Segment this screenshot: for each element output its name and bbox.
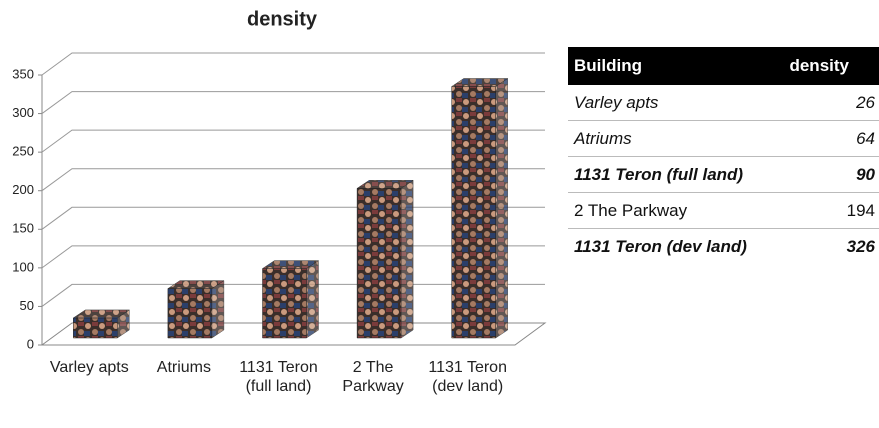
y-tick-label: 150 [12,221,34,236]
density-cell: 326 [846,236,875,256]
density-cell: 26 [856,92,875,112]
bar [167,280,225,339]
bar-top [356,180,414,189]
density-cell: 64 [856,128,875,148]
density-cell: 90 [856,164,875,184]
bar-side [400,179,414,339]
table-row: Varley apts 26 [568,85,879,121]
bar-front [167,288,213,339]
building-cell: 1131 Teron (full land) [574,164,744,184]
building-cell: Atriums [574,128,632,148]
bar [72,309,131,339]
bar-front [356,188,402,339]
bar [356,179,414,339]
bar-top [167,280,225,289]
y-tick-label: 250 [12,144,34,159]
y-tick-label: 200 [12,182,34,197]
bar-front [73,317,118,339]
x-tick-label: 2 The Parkway [342,359,404,395]
header-cell: Building [574,56,642,75]
grid-line [41,168,545,192]
y-tick-label: 50 [20,298,34,313]
building-cell: Varley apts [574,92,659,112]
table-header: Building density [568,47,879,85]
bar-front [262,268,307,339]
chart-title: density [247,8,318,30]
y-tick-label: 0 [27,336,34,351]
header-cell: density [789,56,849,75]
bar-front [451,86,496,339]
chart: density 0 50 100 150 200 250 300 350 [12,8,547,351]
x-tick-label: 1131 Teron (full land) [239,359,318,395]
y-tick-label: 100 [12,259,34,274]
x-tick-label: Atriums [156,359,211,376]
building-cell: 2 The Parkway [574,200,688,220]
bar-side [495,78,508,339]
grid-line [41,52,545,76]
building-cell: 1131 Teron (dev land) [574,236,747,256]
bar [261,260,320,339]
table-row: Atriums 64 [568,121,879,157]
data-table: Building density Varley apts 26 Atriums 64 1… [568,47,879,264]
bar [450,78,509,339]
bar-side [211,280,225,339]
grid-line [41,91,545,114]
x-tick-label: 1131 Teron (dev land) [428,359,507,395]
bar-top [450,78,509,87]
table-row: 1131 Teron (dev land) 326 [568,229,879,264]
table-row: 2 The Parkway 194 [568,193,879,229]
table-row: 1131 Teron (full land) 90 [568,157,879,193]
bar-side [306,260,319,339]
x-tick-label: Varley apts [49,359,129,376]
y-tick-label: 300 [12,105,34,120]
bar-top [261,260,320,269]
grid-line [41,129,545,153]
bar-top [72,309,131,319]
density-cell: 194 [846,200,875,220]
floor [40,322,547,346]
y-tick-label: 350 [12,66,34,81]
